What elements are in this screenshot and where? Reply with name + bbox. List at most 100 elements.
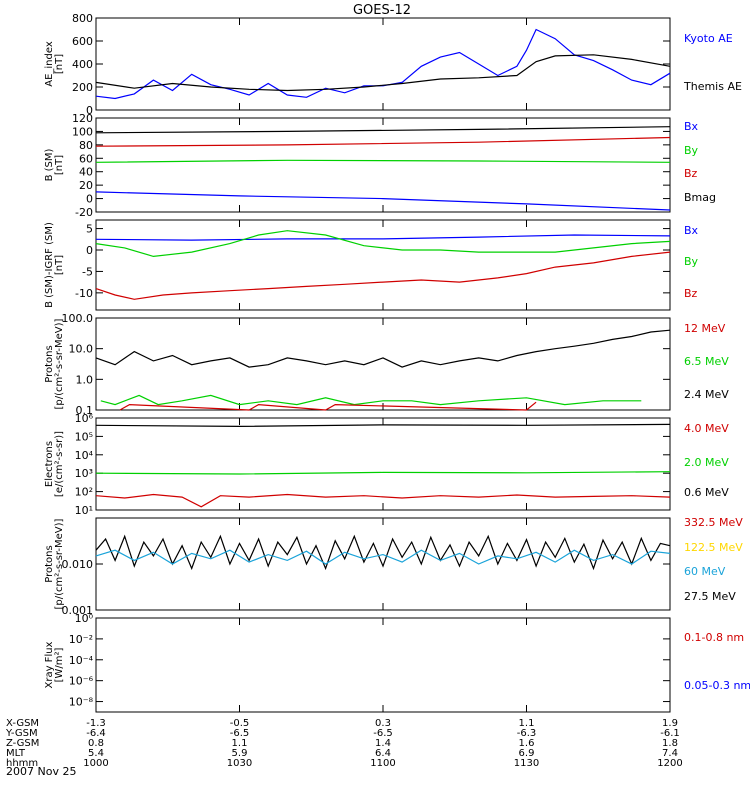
y-tick-label: 100 <box>72 125 93 138</box>
series-line <box>95 136 671 147</box>
legend-entry: 122.5 MeV <box>684 541 743 554</box>
y-axis-label: [p/(cm²-s-sr-MeV)] <box>54 518 65 609</box>
legend-entry: 332.5 MeV <box>684 516 743 529</box>
x-axis-value: 5.4 <box>88 748 104 759</box>
y-tick-label: 0 <box>86 104 93 117</box>
y-axis-label: B (SM) <box>44 148 55 181</box>
series-line <box>95 159 671 163</box>
y-tick-label: 400 <box>72 58 93 71</box>
legend-entry: Kyoto AE <box>684 32 733 45</box>
y-axis-label: [W/m²] <box>54 647 65 682</box>
y-tick-label: 0.001 <box>62 604 94 617</box>
x-axis-row-label: hhmm <box>6 758 38 769</box>
series-line <box>95 251 671 300</box>
legend-entry: Themis AE <box>683 80 742 93</box>
x-axis-value: 1.9 <box>662 718 678 729</box>
panel-7-frame <box>95 617 671 713</box>
series-line <box>95 423 671 428</box>
y-axis-label: B (SM)-IGRF (SM) <box>44 222 55 308</box>
y-tick-label: 10⁻⁶ <box>69 675 94 688</box>
legend-entry: 0.05-0.3 nm <box>684 679 750 692</box>
series-line <box>95 234 671 241</box>
date-label: 2007 Nov 25 <box>6 765 76 778</box>
legend-entry: 4.0 MeV <box>684 422 729 435</box>
x-axis-value: 0.8 <box>88 738 104 749</box>
panel-3-frame <box>95 219 671 311</box>
y-tick-label: 0 <box>86 193 93 206</box>
x-axis-value: 1.1 <box>232 738 248 749</box>
x-axis-value: 1.6 <box>519 738 535 749</box>
x-axis-value: -6.5 <box>230 728 250 739</box>
plot-title: GOES-12 <box>353 3 411 18</box>
y-tick-label: 10⁻² <box>69 633 93 646</box>
legend-entry: Bx <box>684 120 699 133</box>
x-axis-value: 1030 <box>227 758 252 769</box>
legend-entry: 0.6 MeV <box>684 486 729 499</box>
y-tick-label: 5 <box>86 223 93 236</box>
series-line <box>95 471 671 475</box>
x-axis-value: 1000 <box>83 758 108 769</box>
series-line <box>95 54 671 92</box>
y-tick-label: 40 <box>79 166 93 179</box>
y-axis-label: Xray Flux <box>44 641 55 688</box>
x-axis-value: 6.9 <box>519 748 535 759</box>
x-axis-value: -6.1 <box>660 728 680 739</box>
legend-entry: Bz <box>684 287 698 300</box>
series-line <box>95 329 671 368</box>
y-axis-label: [nT] <box>54 255 65 275</box>
legend-entry: By <box>684 144 699 157</box>
y-tick-label: 10⁰ <box>75 612 94 625</box>
series-line <box>95 28 671 100</box>
x-axis-value: 5.9 <box>232 748 248 759</box>
y-tick-label: 10¹ <box>75 504 93 517</box>
y-tick-label: -10 <box>75 287 93 300</box>
y-tick-label: 10⁵ <box>75 430 93 443</box>
x-axis-value: -6.3 <box>517 728 537 739</box>
y-axis-label: [nT] <box>54 54 65 74</box>
y-tick-label: 0.1 <box>76 404 94 417</box>
y-axis-label: [e/(cm²-s-sr)] <box>54 431 65 497</box>
panel-1-frame <box>95 17 671 111</box>
x-axis-row-label: MLT <box>6 748 26 759</box>
y-tick-label: 10⁻⁴ <box>69 654 94 667</box>
x-axis-value: 1100 <box>370 758 395 769</box>
y-tick-label: 0 <box>86 244 93 257</box>
y-tick-label: 10⁶ <box>75 412 94 425</box>
y-tick-label: 10⁻⁸ <box>69 696 94 709</box>
y-tick-label: 10⁴ <box>75 449 94 462</box>
x-axis-value: 1200 <box>657 758 682 769</box>
legend-entry: 0.1-0.8 nm <box>684 631 744 644</box>
series-line <box>95 549 671 565</box>
x-axis-row-label: Y-GSM <box>5 728 38 739</box>
panel-6-frame <box>95 517 671 611</box>
y-tick-label: 200 <box>72 81 93 94</box>
legend-entry: 27.5 MeV <box>684 590 736 603</box>
series-line <box>95 534 671 571</box>
y-tick-label: 600 <box>72 35 93 48</box>
x-axis-value: 1.4 <box>375 738 391 749</box>
legend-entry: Bx <box>684 224 699 237</box>
series-line <box>95 493 671 508</box>
y-tick-label: 120 <box>72 112 93 125</box>
y-tick-label: 20 <box>79 179 93 192</box>
y-axis-label: [p/(cm²-s-sr-MeV)] <box>54 318 65 409</box>
x-axis-value: 1.8 <box>662 738 678 749</box>
x-axis-value: -6.5 <box>373 728 393 739</box>
y-tick-label: 1.0 <box>76 373 94 386</box>
y-tick-label: 0.010 <box>62 558 94 571</box>
x-axis-value: 7.4 <box>662 748 678 759</box>
x-axis-row-label: X-GSM <box>6 718 39 729</box>
x-axis-value: 1.1 <box>519 718 535 729</box>
legend-entry: By <box>684 255 699 268</box>
legend-entry: Bz <box>684 167 698 180</box>
y-axis-label: AE_index <box>44 41 55 87</box>
legend-entry: 60 MeV <box>684 565 726 578</box>
y-axis-label: Protons <box>44 345 55 382</box>
series-line <box>100 394 642 406</box>
y-axis-label: Protons <box>44 545 55 582</box>
series-line <box>95 191 671 211</box>
y-axis-label: Electrons <box>44 441 55 487</box>
legend-entry: 6.5 MeV <box>684 355 729 368</box>
legend-entry: 12 MeV <box>684 322 726 335</box>
